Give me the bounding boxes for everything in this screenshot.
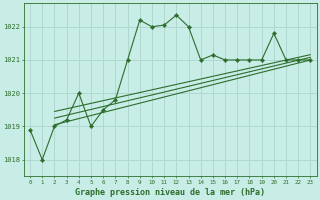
X-axis label: Graphe pression niveau de la mer (hPa): Graphe pression niveau de la mer (hPa) [75, 188, 265, 197]
